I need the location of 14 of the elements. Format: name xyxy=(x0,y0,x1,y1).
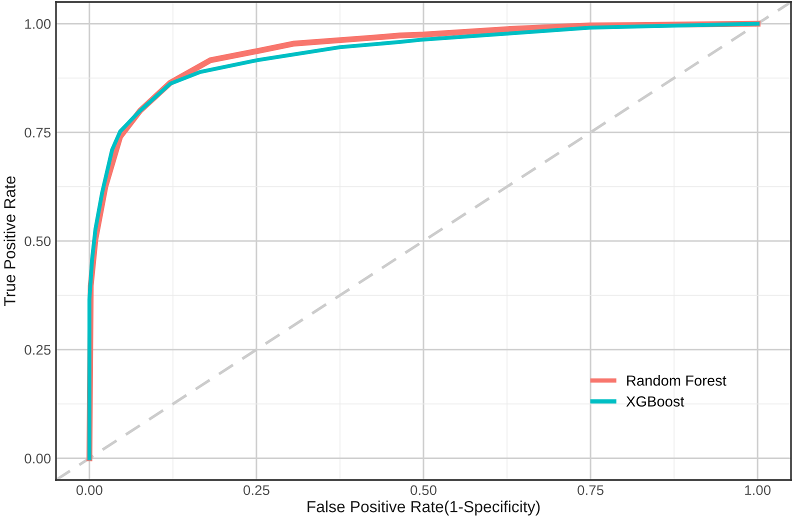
y-axis-title: True Positive Rate xyxy=(4,176,16,306)
legend-label: XGBoost xyxy=(626,396,684,407)
y-tick-label: 1.00 xyxy=(25,19,51,29)
x-tick-label: 0.75 xyxy=(578,485,604,496)
y-tick-label: 0.25 xyxy=(24,344,51,355)
legend-label: Random Forest xyxy=(627,375,726,386)
x-tick-label: 1.00 xyxy=(745,485,771,496)
y-tick-label: 0.75 xyxy=(24,128,51,138)
x-tick-label: 0.00 xyxy=(76,485,102,496)
y-tick-label: 0.00 xyxy=(24,454,51,464)
x-tick-label: 0.25 xyxy=(243,485,270,496)
y-tick-label: 0.50 xyxy=(24,236,51,246)
x-axis-title: False Positive Rate(1-Specificity) xyxy=(308,500,540,516)
x-tick-label: 0.50 xyxy=(410,485,436,496)
